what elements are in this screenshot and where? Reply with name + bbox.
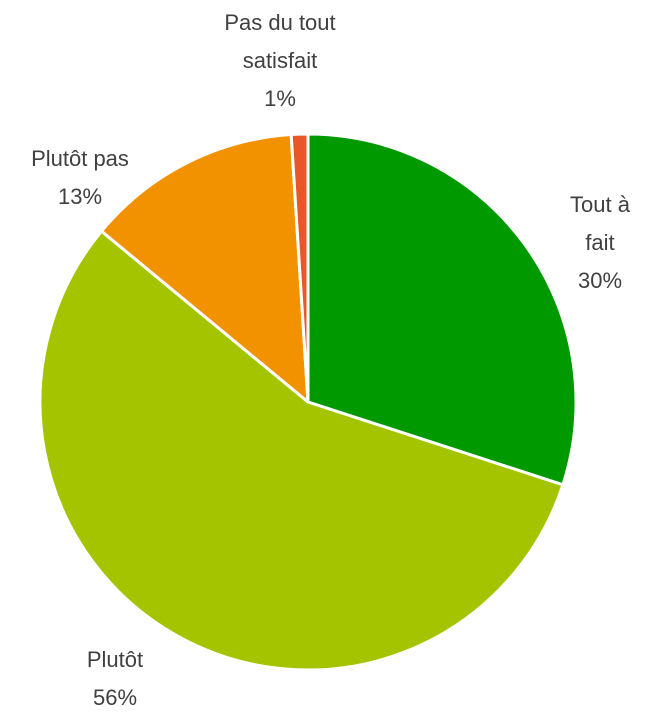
value-label: 56%: [92, 685, 138, 710]
slice-label: Tout à fait 30%: [565, 186, 636, 300]
value-label: 1%: [264, 86, 296, 111]
slice-label: Plutôt 56%: [87, 641, 143, 717]
slice-label: Plutôt pas 13%: [31, 140, 129, 216]
value-label: 30%: [577, 268, 623, 293]
category-label: Plutôt pas: [31, 146, 129, 171]
category-label: Tout à fait: [570, 192, 630, 255]
pie-slice: [38, 229, 565, 672]
pie-slice: [306, 132, 578, 487]
pie-slice: [289, 132, 310, 404]
category-label: Pas du tout satisfait: [224, 10, 336, 73]
pie-slice: [100, 133, 310, 404]
value-label: 13%: [57, 184, 103, 209]
slice-label: Pas du tout satisfait 1%: [200, 4, 360, 118]
category-label: Plutôt: [86, 647, 144, 672]
